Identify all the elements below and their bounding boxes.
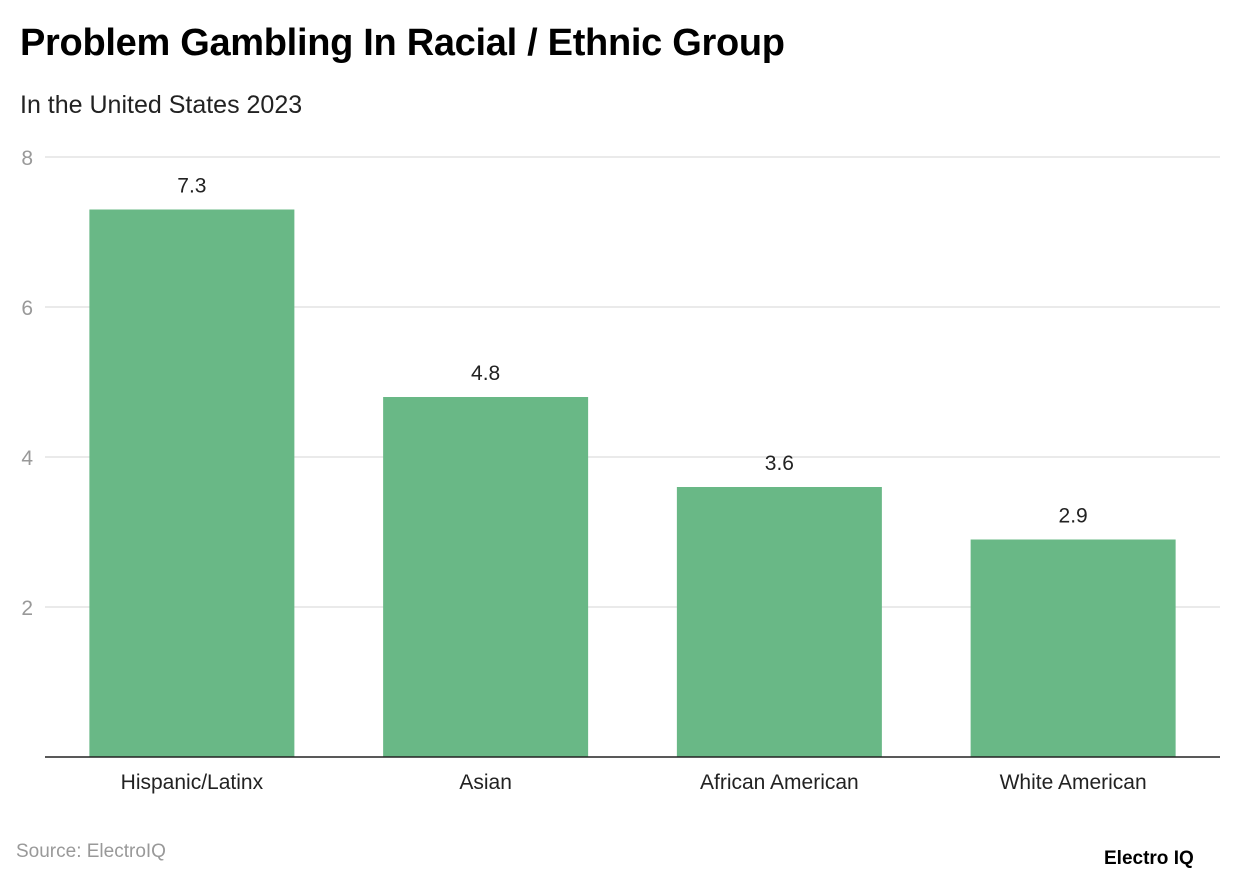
bar-asian: [383, 397, 589, 757]
chart-title: Problem Gambling In Racial / Ethnic Grou…: [20, 22, 785, 64]
data-label: 2.9: [1059, 505, 1088, 528]
y-tick-label: 8: [21, 147, 33, 170]
bar-hispanic-latinx: [89, 209, 295, 757]
y-tick-label: 4: [21, 447, 33, 470]
data-label: 7.3: [177, 175, 206, 198]
x-tick-label: White American: [1000, 771, 1147, 794]
electroiq-logo: Electro IQ: [1104, 848, 1194, 869]
x-tick-label: African American: [700, 771, 859, 794]
bar-white-american: [970, 539, 1176, 757]
data-label: 3.6: [765, 452, 794, 475]
y-tick-label: 6: [21, 297, 33, 320]
y-tick-label: 2: [21, 597, 33, 620]
data-label: 4.8: [471, 362, 500, 385]
x-tick-label: Hispanic/Latinx: [121, 771, 264, 794]
x-tick-label: Asian: [459, 771, 512, 794]
chart-subtitle: In the United States 2023: [20, 91, 303, 119]
bar-african-american: [676, 487, 882, 757]
source-note: Source: ElectroIQ: [16, 841, 166, 862]
